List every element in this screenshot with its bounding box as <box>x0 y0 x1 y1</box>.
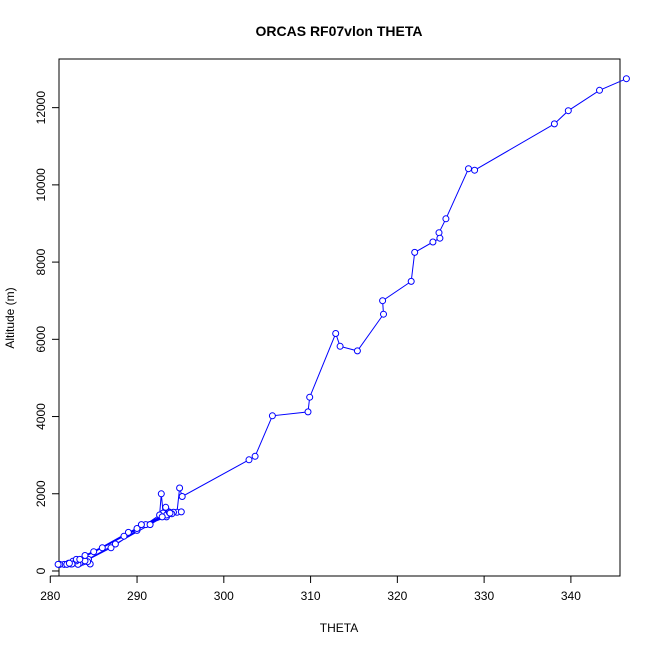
data-point <box>306 393 314 401</box>
x-axis-label: THETA <box>320 621 358 635</box>
data-point <box>158 513 166 521</box>
x-tick-label: 310 <box>301 589 321 603</box>
y-axis: 0 2000 4000 6000 8000 10000 12000 <box>34 91 60 574</box>
data-point <box>411 248 419 256</box>
data-point <box>353 347 361 355</box>
data-point <box>76 555 84 563</box>
y-tick-label: 10000 <box>34 168 48 202</box>
chart-title: ORCAS RF07vlon THETA <box>256 23 423 39</box>
x-tick-label: 320 <box>387 589 407 603</box>
y-tick-label: 8000 <box>34 248 48 275</box>
x-tick-label: 290 <box>127 589 147 603</box>
y-tick-label: 12000 <box>34 91 48 125</box>
data-point <box>251 452 259 460</box>
series-layer <box>54 75 630 568</box>
data-point <box>442 215 450 223</box>
x-tick-label: 340 <box>561 589 581 603</box>
data-point <box>550 120 558 128</box>
data-point <box>157 490 165 498</box>
data-point <box>124 528 132 536</box>
data-point <box>178 493 186 500</box>
data-point <box>98 544 106 552</box>
data-point <box>564 107 572 115</box>
x-tick-label: 300 <box>214 589 234 603</box>
data-point <box>429 238 437 246</box>
data-point <box>622 75 630 83</box>
data-point <box>380 310 387 318</box>
data-point <box>245 456 253 464</box>
data-point <box>471 166 479 174</box>
data-point <box>436 234 444 242</box>
y-axis-label: Altitude (m) <box>3 287 17 348</box>
data-point <box>268 412 276 420</box>
x-tick-label: 330 <box>474 589 494 603</box>
data-point <box>137 521 145 529</box>
data-point <box>146 521 154 529</box>
y-tick-label: 2000 <box>34 480 48 507</box>
data-point <box>176 484 184 492</box>
data-point <box>133 525 141 532</box>
data-point <box>379 297 387 305</box>
data-point <box>111 540 119 548</box>
data-point <box>336 342 344 350</box>
y-tick-label: 6000 <box>34 326 48 353</box>
data-point <box>177 508 185 516</box>
data-point <box>435 229 443 237</box>
data-point <box>465 165 472 173</box>
data-point <box>120 532 128 540</box>
x-tick-label: 280 <box>40 589 60 603</box>
data-point <box>407 277 415 285</box>
data-point <box>332 330 340 337</box>
data-point <box>54 560 62 568</box>
data-point <box>65 559 73 567</box>
y-tick-label: 4000 <box>34 403 48 430</box>
x-axis: 280 290 300 310 320 330 340 <box>40 575 581 603</box>
data-point <box>90 548 98 556</box>
data-point <box>81 552 89 559</box>
data-point <box>107 544 115 552</box>
y-tick-label: 0 <box>34 567 48 574</box>
data-point <box>162 503 170 511</box>
data-point <box>166 509 174 517</box>
data-point <box>304 408 312 416</box>
data-point <box>596 86 603 94</box>
